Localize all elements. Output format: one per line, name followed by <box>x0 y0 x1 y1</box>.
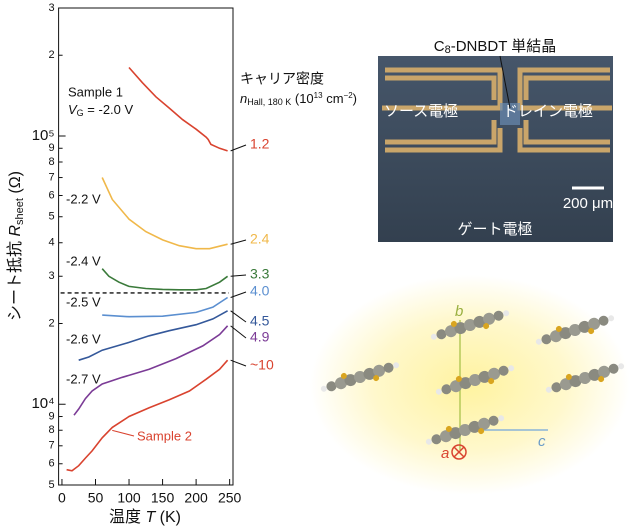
legend-title-part: (10 <box>291 91 313 106</box>
legend-title-part: ) <box>353 91 357 106</box>
y-tick-label: 2 <box>48 49 54 61</box>
y-tick-label: 8 <box>48 156 54 168</box>
y-axis-label-part: シート抵抗 <box>6 237 24 321</box>
y-tick-label: 3 <box>48 270 54 282</box>
series-line <box>101 268 229 291</box>
x-axis-label-part: (K) <box>155 509 181 526</box>
y-axis-label-part: sheet <box>14 198 26 225</box>
series-line <box>101 177 228 250</box>
axis-b: b <box>455 303 463 320</box>
y-tick-label: 9 <box>48 142 54 154</box>
series-line <box>102 296 229 318</box>
crystal-label: C8-DNBDT 単結晶 <box>434 38 557 56</box>
gate-label: -2.4 V <box>66 253 101 268</box>
y-tick-label: 7 <box>48 440 54 452</box>
gate-label: ゲート電極 <box>457 221 532 238</box>
x-axis-label-part: 温度 <box>109 508 145 526</box>
label-leader <box>230 239 247 245</box>
label-leader <box>230 325 247 339</box>
y-tick-label: 4 <box>48 237 54 249</box>
drain-label: ドレイン電極 <box>503 103 593 120</box>
series-label: ~10 <box>250 357 274 373</box>
y-tick-label: 6 <box>48 189 54 201</box>
axis-a: a <box>441 445 449 462</box>
series-line <box>78 310 228 361</box>
label-leader <box>230 274 247 277</box>
legend-title: nHall, 180 K (1013 cm−2) <box>240 91 357 107</box>
annotation: VG = -2.0 V <box>68 102 134 118</box>
y-tick-label: 8 <box>48 424 54 436</box>
label-leader <box>230 310 247 323</box>
gate-label: -2.5 V <box>66 294 101 309</box>
x-axis-label-part: T <box>145 509 156 526</box>
plot-frame <box>58 7 234 486</box>
annotation: Sample 1 <box>68 84 123 99</box>
legend-title: キャリア密度 <box>240 71 324 87</box>
series-label: 4.5 <box>250 313 270 329</box>
annotation: Sample 2 <box>137 428 192 443</box>
series-line <box>73 325 229 416</box>
annotation-part: G <box>77 108 84 118</box>
gate-label: -2.7 V <box>66 371 101 386</box>
y-tick-label: 10⁴ <box>31 395 54 412</box>
y-tick-label: 2 <box>48 317 54 329</box>
x-tick-label: 0 <box>58 490 66 506</box>
x-tick-label: 50 <box>88 490 104 506</box>
legend-title-part: cm <box>323 91 344 106</box>
series-label: 4.0 <box>250 283 270 299</box>
label-leader <box>230 359 247 367</box>
y-tick-label: 3 <box>48 2 54 14</box>
y-axis-label-part: R <box>7 225 24 237</box>
x-tick-label: 200 <box>184 490 208 506</box>
y-axis-label: シート抵抗 Rsheet (Ω) <box>6 171 26 321</box>
series-line <box>66 359 229 472</box>
series-label: 4.9 <box>250 329 270 345</box>
label-leader <box>230 144 247 152</box>
y-tick-label: 9 <box>48 410 54 422</box>
series-label: 3.3 <box>250 266 270 282</box>
x-axis-label: 温度 T (K) <box>109 508 181 526</box>
annotation-part: = -2.0 V <box>84 102 134 117</box>
x-tick-label: 250 <box>218 490 242 506</box>
legend-title-part: Hall, 180 K <box>247 97 291 107</box>
series-line <box>128 66 228 152</box>
crystal-label-sub: 8 <box>445 44 451 56</box>
annotation-leader <box>112 429 135 437</box>
crystal-label-part: C <box>434 38 445 55</box>
gate-label: -2.2 V <box>66 191 101 206</box>
legend-title-part: 13 <box>314 91 323 100</box>
x-tick-label: 100 <box>117 490 141 506</box>
axis-c: c <box>538 433 546 450</box>
crystal-label-part: -DNBDT 単結晶 <box>451 38 557 55</box>
gate-label: -2.6 V <box>66 331 101 346</box>
legend-title-part: −2 <box>344 91 354 100</box>
label-leader <box>230 291 247 298</box>
y-tick-label: 10⁵ <box>32 127 55 144</box>
source-label: ソース電極 <box>384 103 458 120</box>
y-tick-label: 5 <box>48 211 54 223</box>
annotation-part: V <box>68 102 78 117</box>
y-axis-label-part: (Ω) <box>7 171 24 198</box>
series-label: 1.2 <box>250 136 270 152</box>
legend-title-part: n <box>240 91 247 106</box>
y-tick-label: 5 <box>48 479 54 491</box>
scale-label: 200 μm <box>563 195 613 212</box>
y-tick-label: 6 <box>48 458 54 470</box>
y-tick-label: 7 <box>48 171 54 183</box>
crystal-structure: b c a <box>310 275 630 495</box>
x-tick-label: 150 <box>151 490 175 506</box>
crystal-pointer <box>499 55 511 109</box>
device-photo: ソース電極 ドレイン電極 ゲート電極 200 μm <box>378 56 613 242</box>
series-label: 2.4 <box>250 231 270 247</box>
